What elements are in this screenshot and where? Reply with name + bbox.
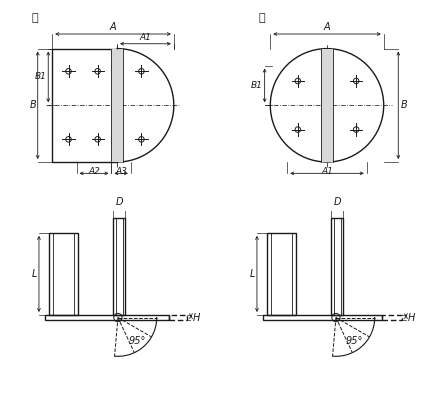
Text: Ⓑ: Ⓑ (259, 13, 266, 23)
Text: 95°: 95° (129, 337, 146, 346)
Bar (49, 233, 78, 315)
Text: B: B (401, 100, 408, 110)
Bar (267, 233, 296, 315)
Bar (45, 315, 169, 320)
Bar (263, 315, 382, 320)
Text: B1: B1 (251, 81, 263, 90)
Bar (382, 315, 402, 320)
Bar (113, 218, 126, 315)
Text: D: D (116, 197, 123, 207)
Text: A: A (110, 21, 116, 32)
Bar (321, 49, 333, 162)
Bar (52, 49, 117, 162)
Text: D: D (334, 197, 341, 207)
Text: H: H (193, 313, 201, 322)
Text: 95°: 95° (345, 337, 362, 346)
Bar (331, 218, 344, 315)
Text: L: L (31, 269, 37, 279)
Text: A1: A1 (140, 33, 151, 42)
Text: L: L (249, 269, 255, 279)
Text: Ⓐ: Ⓐ (31, 13, 38, 23)
Text: H: H (408, 313, 416, 322)
Text: A2: A2 (88, 167, 100, 176)
Text: A: A (324, 21, 330, 32)
Text: A1: A1 (321, 167, 333, 176)
Text: B1: B1 (35, 72, 47, 81)
Text: B: B (29, 100, 36, 110)
Text: A3: A3 (115, 167, 127, 176)
Bar (169, 315, 187, 320)
Bar (112, 49, 123, 162)
